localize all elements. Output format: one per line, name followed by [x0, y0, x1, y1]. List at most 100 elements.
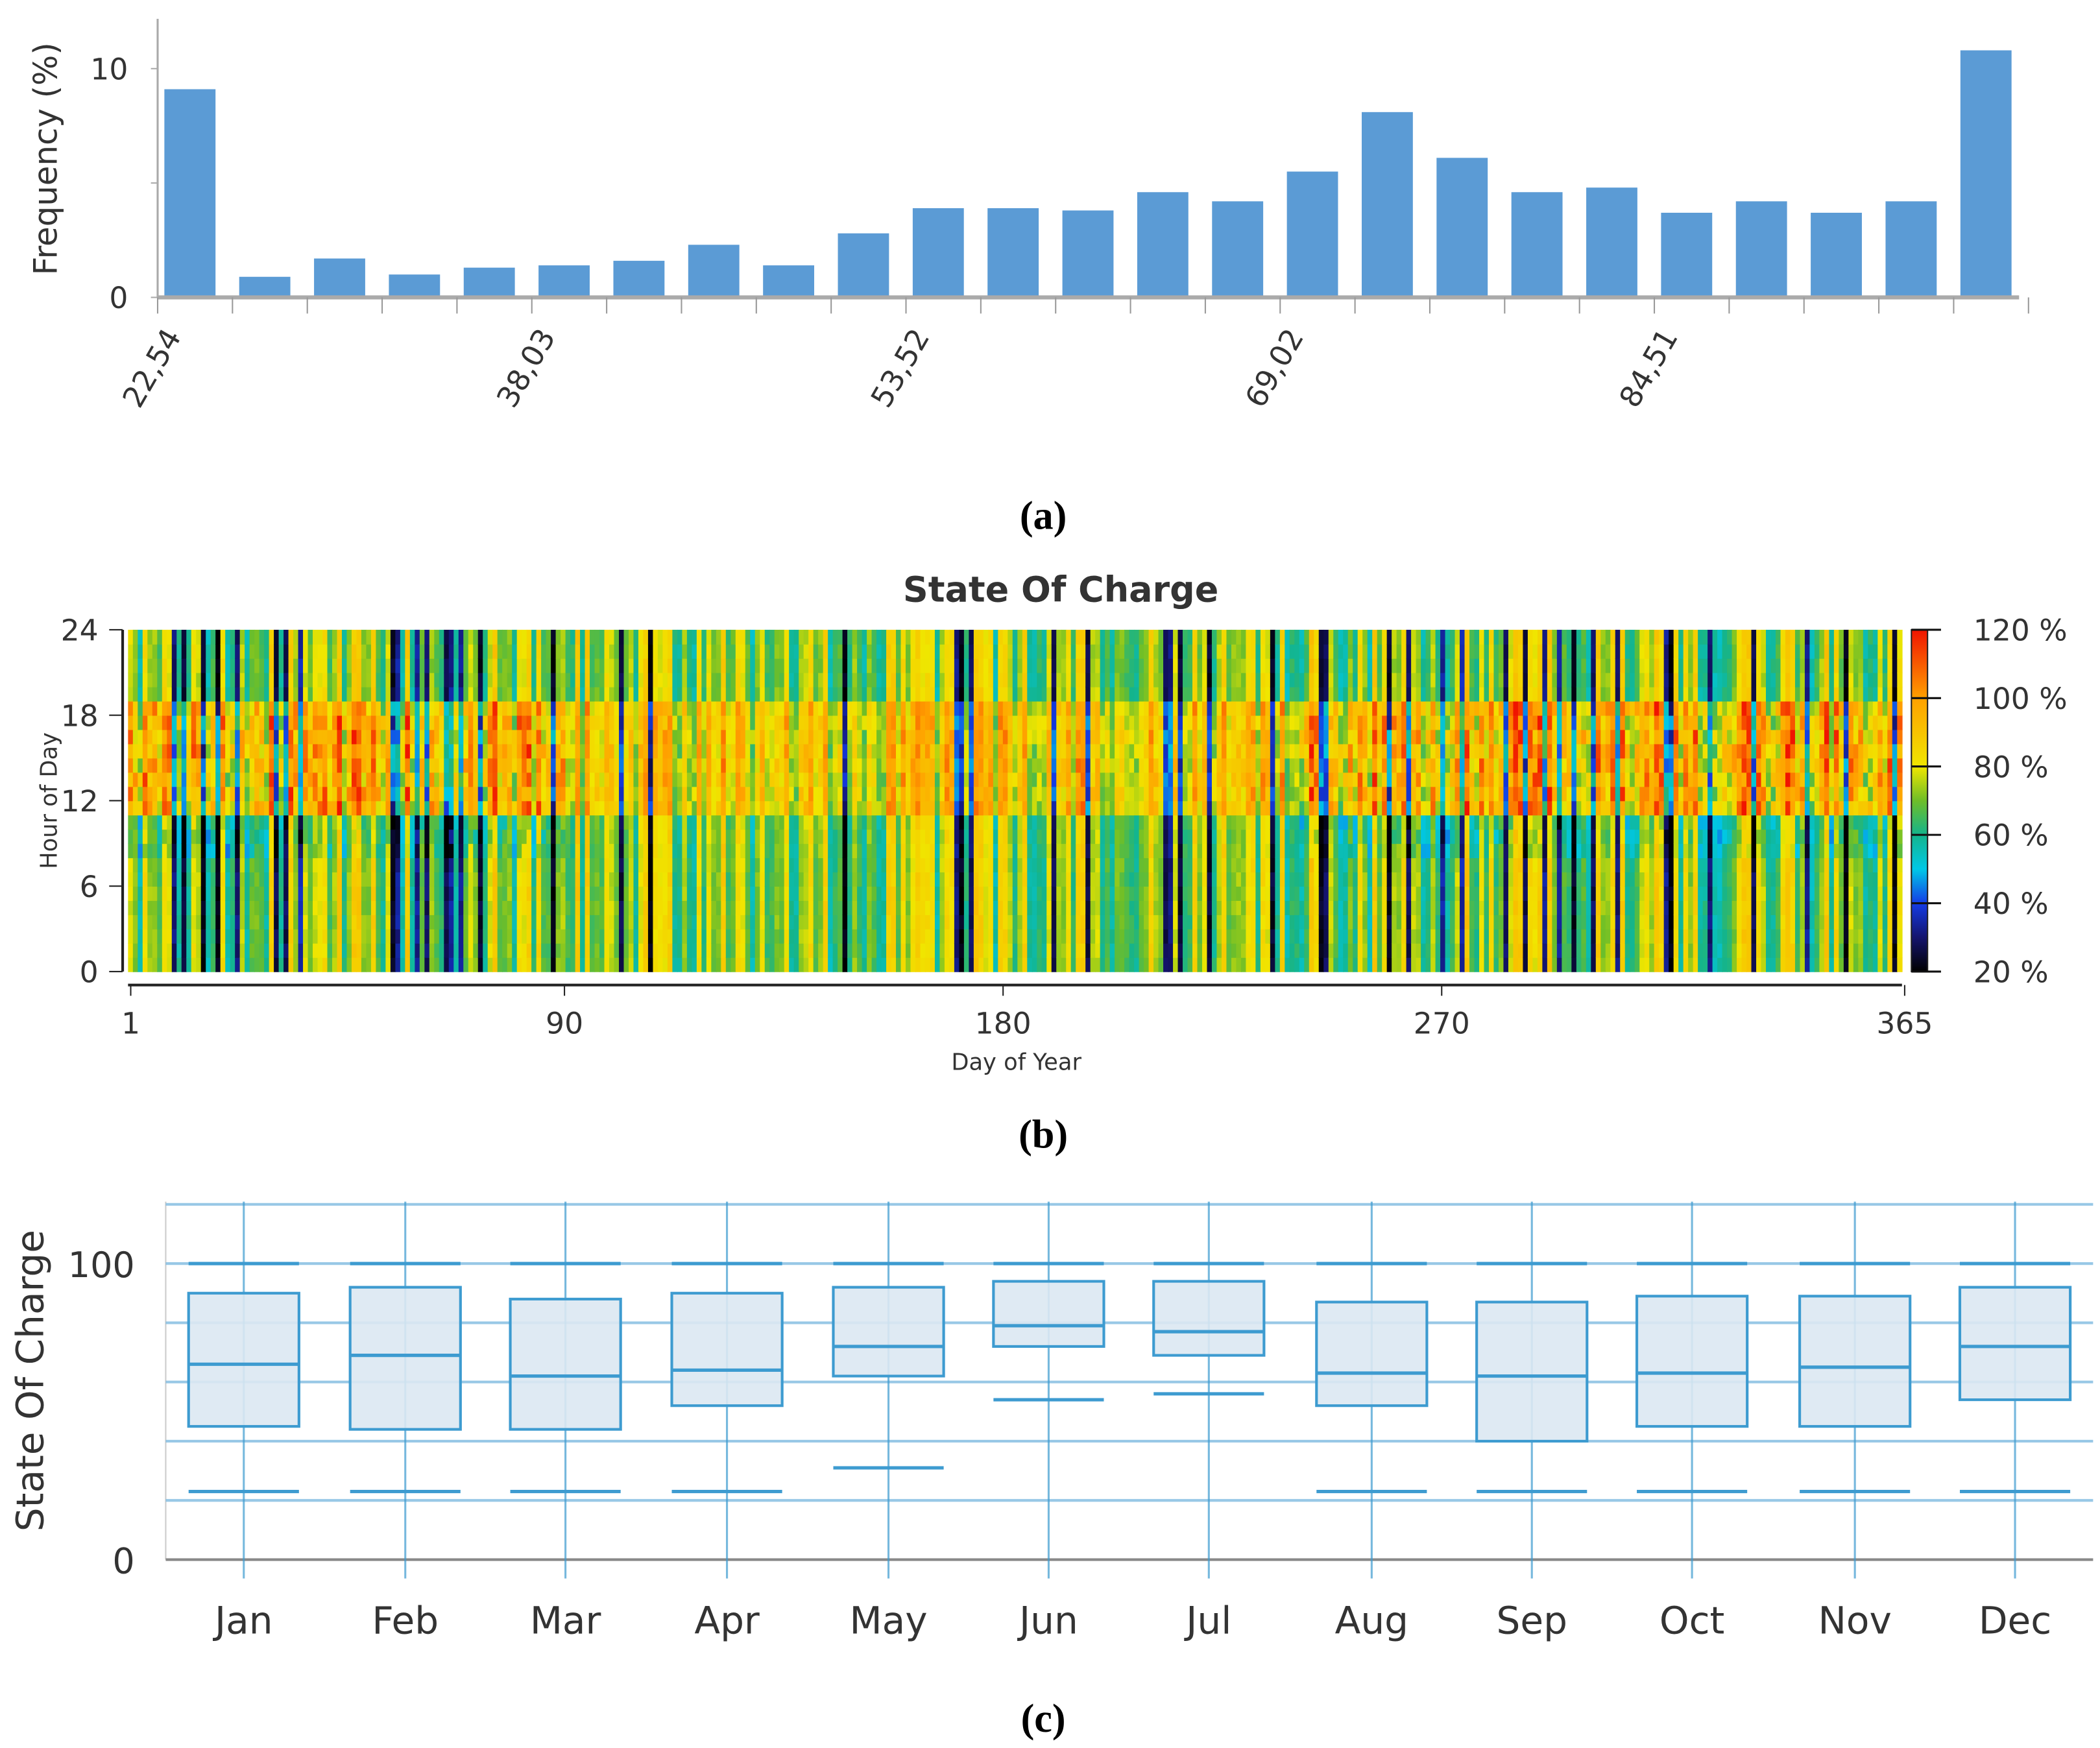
heatmap-cell [1109, 843, 1115, 859]
heatmap-cell [1070, 715, 1077, 730]
heatmap-cell [803, 900, 809, 915]
heatmap-cell [745, 700, 751, 716]
heatmap-cell [959, 900, 965, 915]
heatmap-cell [993, 815, 999, 830]
heatmap-cell [492, 800, 498, 816]
heatmap-cell [346, 915, 352, 929]
heatmap-cell [284, 643, 289, 659]
heatmap-cell [370, 843, 377, 859]
heatmap-cell [351, 900, 357, 915]
heatmap-cell [915, 715, 921, 730]
heatmap-cell [876, 900, 882, 915]
heatmap-cell [862, 829, 867, 844]
heatmap-cell [356, 815, 362, 830]
heatmap-cell [167, 900, 173, 915]
heatmap-cell [871, 886, 877, 901]
heatmap-cell [1037, 743, 1043, 759]
heatmap-cell [245, 900, 250, 915]
heatmap-cell [1076, 915, 1081, 929]
heatmap-cell [983, 786, 989, 802]
heatmap-cell [1119, 715, 1125, 730]
heatmap-cell [696, 715, 703, 730]
heatmap-cell [313, 729, 319, 745]
heatmap-cell [784, 900, 790, 915]
heatmap-cell [341, 715, 348, 730]
heatmap-cell [147, 872, 153, 887]
heatmap-cell [157, 758, 163, 773]
heatmap-cell [832, 743, 838, 759]
heatmap-cell [1002, 786, 1009, 802]
heatmap-cell [847, 957, 853, 972]
heatmap-cell [424, 686, 430, 702]
heatmap-cell [570, 743, 576, 759]
heatmap-cell [551, 672, 557, 688]
heatmap-cell [1095, 815, 1101, 830]
heatmap-cell [516, 886, 523, 901]
heatmap-cell [483, 857, 489, 873]
heatmap-cell [813, 786, 819, 802]
heatmap-cell [939, 800, 945, 816]
heatmap-cell [167, 643, 173, 659]
heatmap-cell [930, 715, 935, 730]
heatmap-cell [623, 686, 629, 702]
heatmap-cell [332, 743, 338, 759]
heatmap-cell [614, 715, 620, 730]
heatmap-cell [400, 758, 406, 773]
heatmap-cell [487, 729, 494, 745]
heatmap-cell [876, 829, 882, 844]
heatmap-cell [1037, 758, 1043, 773]
heatmap-cell [200, 686, 207, 702]
heatmap-cell [686, 957, 693, 972]
heatmap-cell [458, 800, 465, 816]
heatmap-cell [988, 715, 994, 730]
heatmap-cell [551, 729, 557, 745]
heatmap-cell [871, 686, 877, 702]
heatmap-cell [969, 629, 974, 645]
heatmap-cell [245, 957, 250, 972]
heatmap-cell [235, 643, 241, 659]
heatmap-cell [551, 886, 557, 901]
heatmap-cell [988, 829, 994, 844]
heatmap-cell [522, 900, 527, 915]
heatmap-cell [142, 715, 149, 730]
heatmap-cell [1105, 800, 1111, 816]
heatmap-cell [502, 715, 508, 730]
heatmap-cell [779, 929, 785, 944]
heatmap-cell [686, 672, 693, 688]
heatmap-cell [725, 843, 732, 859]
heatmap-cell [264, 658, 270, 673]
heatmap-cell [468, 700, 474, 716]
heatmap-cell [750, 942, 756, 958]
heatmap-cell [458, 786, 465, 802]
heatmap-cell [701, 686, 707, 702]
heatmap-cell [803, 700, 809, 716]
heatmap-cell [862, 929, 867, 944]
heatmap-cell [949, 942, 955, 958]
heatmap-cell [395, 843, 401, 859]
heatmap-cell [278, 942, 284, 958]
heatmap-cell [920, 758, 926, 773]
heatmap-cell [745, 942, 751, 958]
heatmap-cell [808, 915, 814, 929]
heatmap-cell [468, 686, 474, 702]
heatmap-cell [920, 900, 926, 915]
heatmap-cell [448, 843, 455, 859]
heatmap-cell [477, 758, 484, 773]
heatmap-cell [818, 857, 824, 873]
heatmap-cell [594, 786, 600, 802]
heatmap-cell [308, 729, 313, 745]
heatmap-cell [988, 929, 994, 944]
heatmap-cell [614, 672, 620, 688]
heatmap-cell [522, 829, 527, 844]
heatmap-cell [522, 857, 527, 873]
heatmap-cell [186, 743, 192, 759]
heatmap-cell [453, 857, 459, 873]
heatmap-cell [998, 672, 1004, 688]
heatmap-cell [692, 942, 697, 958]
heatmap-cell [565, 800, 571, 816]
heatmap-cell [565, 700, 571, 716]
heatmap-cell [1008, 658, 1013, 673]
heatmap-cell [886, 672, 892, 688]
heatmap-cell [132, 643, 139, 659]
